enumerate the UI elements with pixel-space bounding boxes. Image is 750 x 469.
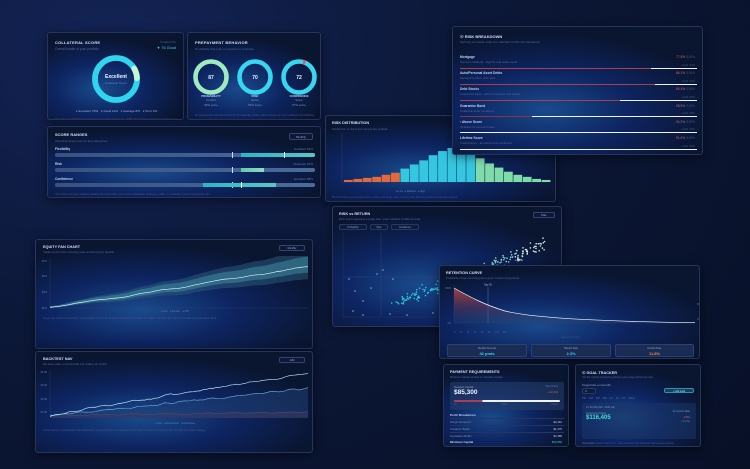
svg-text:10%: 10% (697, 319, 700, 321)
svg-text:$500: $500 (42, 276, 48, 278)
svg-text:Excellent: Excellent (105, 74, 127, 80)
svg-text:70: 70 (252, 75, 258, 81)
svg-text:87: 87 (208, 75, 214, 81)
svg-text:$2.5M: $2.5M (41, 372, 47, 374)
svg-text:Collateral Score: Collateral Score (105, 81, 127, 85)
svg-text:$300: $300 (42, 292, 48, 294)
svg-text:72: 72 (296, 75, 302, 81)
svg-text:0%: 0% (448, 323, 451, 325)
svg-text:$1.5M: $1.5M (41, 399, 47, 401)
svg-text:Day 30: Day 30 (484, 284, 492, 287)
svg-text:$700: $700 (42, 261, 48, 263)
svg-text:$2.0M: $2.0M (41, 385, 47, 387)
svg-text:50%: 50% (697, 304, 700, 306)
svg-text:$1.0M: $1.0M (41, 412, 47, 414)
svg-text:100%: 100% (445, 288, 451, 290)
